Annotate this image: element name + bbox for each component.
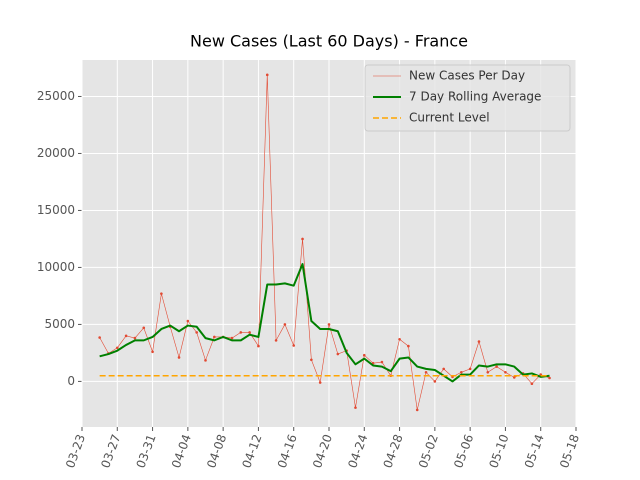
data-point (213, 335, 216, 339)
data-point (433, 380, 437, 383)
legend: New Cases Per Day 7 Day Rolling Average Cu… (364, 64, 571, 132)
data-point (142, 326, 146, 330)
data-point (548, 376, 551, 380)
data-point (230, 336, 234, 340)
y-tick-label: 15000 (37, 203, 75, 217)
x-tick-label: 04-12 (239, 432, 264, 470)
y-tick-label: 10000 (37, 260, 75, 274)
x-tick-label: 04-20 (310, 432, 335, 470)
data-point (380, 360, 384, 364)
x-tick-label: 04-16 (275, 432, 300, 470)
y-tick-label: 25000 (37, 89, 75, 103)
data-point (504, 370, 507, 374)
data-point (177, 356, 181, 359)
chart-title: New Cases (Last 60 Days) - France (190, 32, 468, 51)
data-point (354, 406, 357, 409)
data-point (310, 358, 313, 362)
data-point (115, 346, 119, 350)
x-tick-label: 03-27 (98, 432, 123, 470)
legend-label: 7 Day Rolling Average (409, 90, 541, 104)
x-tick-label: 04-04 (169, 432, 194, 470)
data-point (327, 323, 331, 326)
data-point (468, 367, 472, 371)
data-point (124, 334, 128, 338)
series-line (99, 263, 550, 383)
legend-box (364, 64, 571, 132)
x-tick-label: 04-24 (345, 432, 370, 470)
data-point (239, 331, 243, 334)
y-tick-label: 0 (67, 374, 75, 388)
x-tick-label: 05-02 (416, 432, 441, 470)
x-tick-label: 04-28 (381, 432, 406, 470)
data-point (151, 350, 154, 354)
data-point (133, 336, 137, 340)
data-point (362, 353, 366, 357)
data-point (98, 336, 101, 339)
data-point (257, 344, 260, 348)
data-point (530, 382, 534, 385)
data-point (265, 73, 269, 77)
data-point (160, 292, 163, 295)
data-point (415, 408, 419, 412)
data-point (204, 359, 207, 362)
x-tick-label: 05-06 (451, 432, 476, 470)
data-point (477, 340, 481, 343)
y-tick-label: 5000 (44, 317, 75, 331)
data-point (495, 365, 498, 368)
data-point (398, 337, 401, 341)
data-point (336, 352, 340, 356)
data-point (195, 331, 198, 334)
data-point (460, 370, 463, 374)
y-tick-label: 20000 (37, 146, 75, 160)
x-tick-label: 03-23 (63, 432, 88, 470)
data-point (486, 370, 490, 374)
data-point (442, 367, 445, 371)
data-point (274, 339, 278, 342)
series-line (99, 74, 550, 411)
data-point (248, 331, 251, 334)
data-point (407, 344, 410, 348)
legend-label: Current Level (409, 111, 490, 125)
legend-label: New Cases Per Day (409, 69, 525, 83)
data-point (512, 376, 516, 379)
x-tick-label: 03-31 (134, 432, 159, 470)
data-point (292, 344, 296, 347)
data-point (283, 323, 287, 326)
data-point (301, 237, 304, 241)
x-tick-label: 05-10 (486, 432, 511, 470)
x-tick-label: 05-14 (522, 432, 547, 470)
x-tick-label: 05-18 (557, 432, 582, 470)
x-tick-label: 04-08 (204, 432, 229, 470)
data-point (318, 381, 322, 384)
data-point (424, 370, 428, 374)
data-point (186, 319, 190, 323)
